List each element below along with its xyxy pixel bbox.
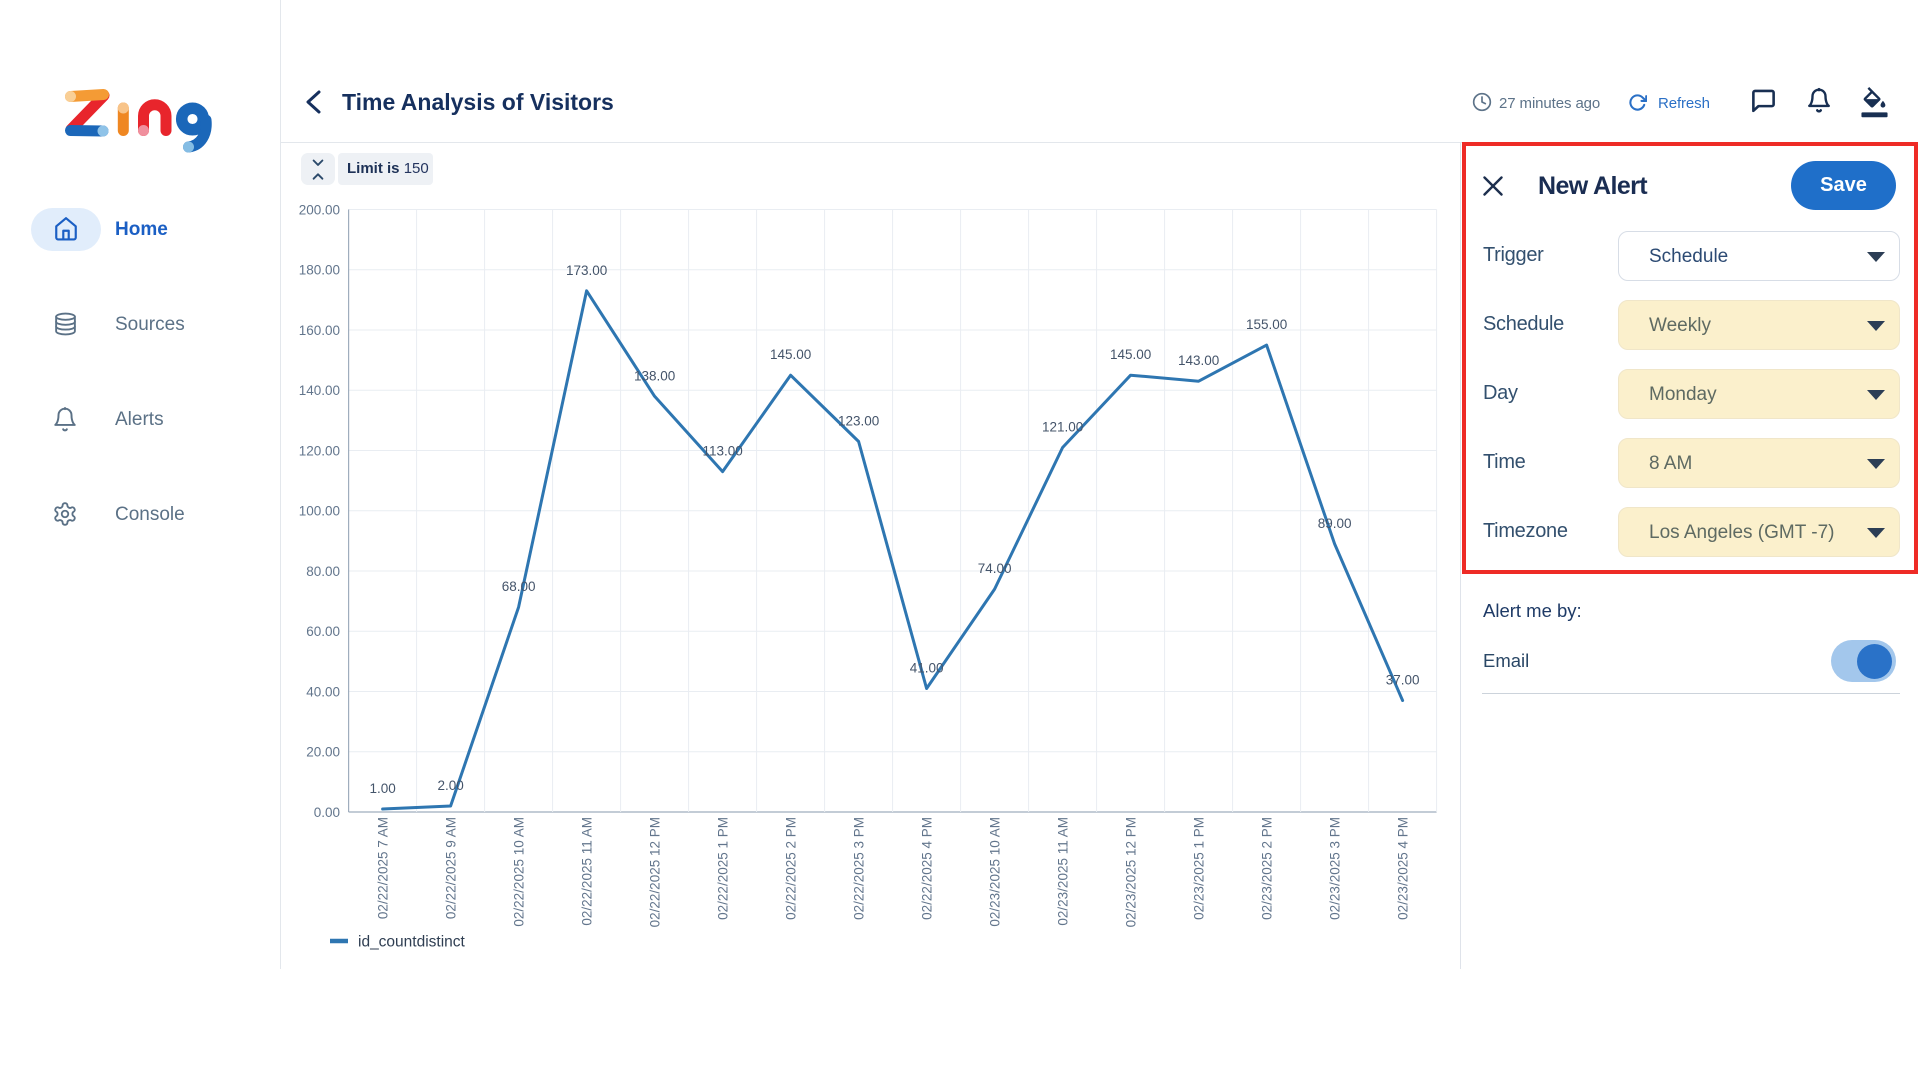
svg-text:60.00: 60.00: [306, 624, 340, 639]
svg-text:120.00: 120.00: [299, 443, 340, 458]
svg-text:180.00: 180.00: [299, 263, 340, 278]
svg-text:173.00: 173.00: [566, 263, 607, 278]
svg-text:02/22/2025 4 PM: 02/22/2025 4 PM: [919, 817, 934, 920]
svg-text:121.00: 121.00: [1042, 420, 1083, 435]
svg-text:02/23/2025 4 PM: 02/23/2025 4 PM: [1395, 817, 1410, 920]
svg-text:02/23/2025 12 PM: 02/23/2025 12 PM: [1123, 817, 1138, 927]
svg-text:0.00: 0.00: [314, 805, 340, 820]
svg-text:200.00: 200.00: [299, 202, 340, 217]
svg-text:155.00: 155.00: [1246, 317, 1287, 332]
svg-text:145.00: 145.00: [1110, 347, 1151, 362]
svg-text:123.00: 123.00: [838, 414, 879, 429]
svg-text:02/22/2025 11 AM: 02/22/2025 11 AM: [579, 817, 594, 926]
svg-text:37.00: 37.00: [1386, 673, 1420, 688]
svg-text:100.00: 100.00: [299, 504, 340, 519]
svg-text:02/22/2025 12 PM: 02/22/2025 12 PM: [647, 817, 662, 927]
svg-text:2.00: 2.00: [437, 778, 463, 793]
svg-text:02/22/2025 3 PM: 02/22/2025 3 PM: [851, 817, 866, 920]
svg-text:02/22/2025 7 AM: 02/22/2025 7 AM: [375, 817, 390, 919]
svg-text:02/23/2025 2 PM: 02/23/2025 2 PM: [1259, 817, 1274, 920]
svg-text:02/23/2025 11 AM: 02/23/2025 11 AM: [1055, 817, 1070, 926]
svg-text:143.00: 143.00: [1178, 353, 1219, 368]
svg-text:20.00: 20.00: [306, 745, 340, 760]
svg-text:02/23/2025 1 PM: 02/23/2025 1 PM: [1191, 817, 1206, 920]
svg-text:1.00: 1.00: [369, 781, 395, 796]
svg-text:02/22/2025 2 PM: 02/22/2025 2 PM: [783, 817, 798, 920]
svg-text:138.00: 138.00: [634, 368, 675, 383]
svg-text:02/22/2025 9 AM: 02/22/2025 9 AM: [443, 817, 458, 919]
svg-text:68.00: 68.00: [502, 579, 536, 594]
svg-text:89.00: 89.00: [1318, 516, 1352, 531]
svg-text:02/22/2025 1 PM: 02/22/2025 1 PM: [715, 817, 730, 920]
svg-text:74.00: 74.00: [978, 561, 1012, 576]
svg-text:160.00: 160.00: [299, 323, 340, 338]
svg-text:41.00: 41.00: [910, 661, 944, 676]
svg-text:145.00: 145.00: [770, 347, 811, 362]
svg-text:40.00: 40.00: [306, 684, 340, 699]
svg-text:113.00: 113.00: [702, 444, 742, 459]
svg-text:02/23/2025 10 AM: 02/23/2025 10 AM: [987, 817, 1002, 927]
svg-text:02/23/2025 3 PM: 02/23/2025 3 PM: [1327, 817, 1342, 920]
svg-text:02/22/2025 10 AM: 02/22/2025 10 AM: [511, 817, 526, 927]
svg-text:80.00: 80.00: [306, 564, 340, 579]
svg-text:id_countdistinct: id_countdistinct: [358, 934, 466, 951]
svg-text:140.00: 140.00: [299, 383, 340, 398]
